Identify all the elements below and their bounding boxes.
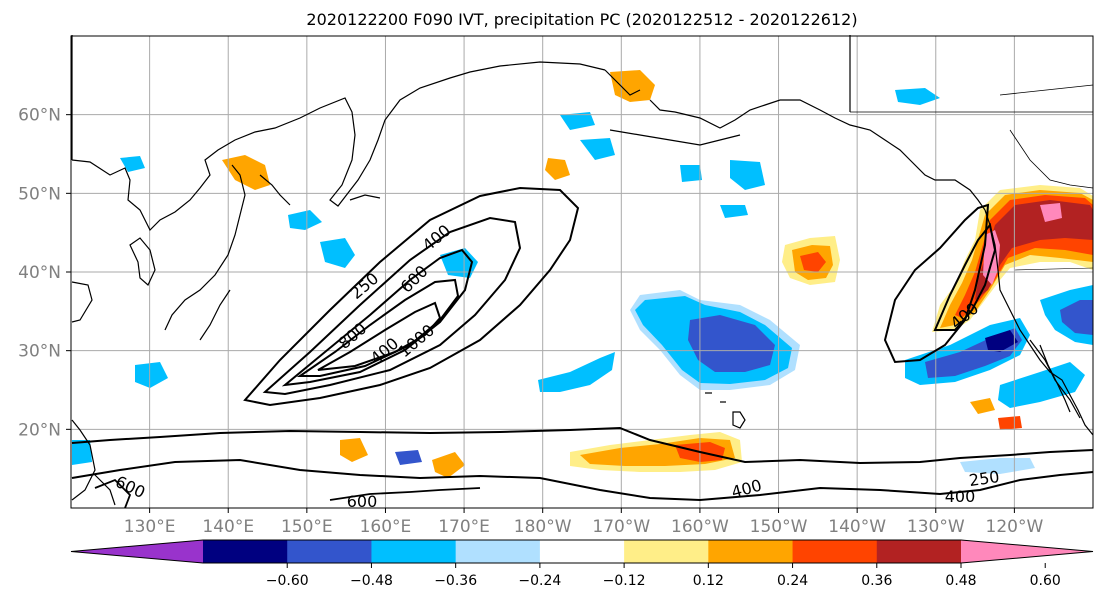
map-title: 2020122200 F090 IVT, precipitation PC (2… [306,10,857,29]
colorbar-tick-label: −0.48 [350,573,393,589]
shade-pos-westcoast-pink2 [1040,203,1062,222]
colorbar-tick-label: 0.48 [945,573,976,589]
shade-neg-north-5 [730,160,765,190]
shade-pos-south-left2 [432,452,465,478]
contour-600-west [281,248,474,387]
colorbar-tick-label: −0.36 [434,573,477,589]
colorbar-extend-high [961,540,1093,563]
lat-tick-label: 60°N [18,106,61,126]
lon-tick-label: 180°W [514,517,572,537]
shade-neg-north-1 [560,112,595,130]
contour-south-band-bot [71,458,1094,502]
lon-tick-label: 170°E [438,517,490,537]
shade-pos-mid-core [800,252,826,272]
contour-labels: 250 400 600 800 1000 400 600 400 250 600… [112,221,1000,511]
shade-neg-east-3 [998,362,1085,408]
shade-neg-alaska [895,88,940,105]
colorbar-tick-label: 0.60 [1030,573,1061,589]
contour-800-west [296,278,460,377]
shade-neg-se-1 [960,458,1035,474]
shade-pos-westcoast-darkred [975,200,1093,300]
colorbar: −0.60 −0.48 −0.36 −0.24 −0.12 0.12 0.24 0.36 0.4… [70,539,1094,589]
contour-south-600-center [329,487,481,501]
colorbar-segment [876,540,962,563]
shade-neg-north-3 [680,165,702,182]
shade-pos-japan-north [222,155,270,190]
shade-neg-north-2 [580,138,615,160]
colorbar-segment [624,540,709,563]
colorbar-segment [371,540,457,563]
shade-pos-nw [545,158,570,180]
colorbar-tick-label: −0.60 [266,573,309,589]
shade-neg-west-1 [320,238,355,268]
colorbar-tick-label: −0.12 [603,573,646,589]
colorbar-tick-label: 0.24 [777,573,808,589]
shade-pos-south-left [340,438,368,462]
longitude-ticks: 130°E 140°E 150°E 160°E 170°E 180°W 170°W 160°W… [124,508,1044,537]
contour-label-south-400: 400 [729,476,763,502]
colorbar-extend-low [71,540,203,563]
colorbar-tick-label: 0.36 [861,573,892,589]
shade-neg-left-band [538,352,615,392]
shade-neg-south-1 [395,450,422,465]
contour-east-250 [883,203,990,364]
colorbar-segment [203,540,288,563]
lat-tick-label: 20°N [18,420,61,440]
shade-neg-west-4 [135,362,168,388]
contour-label-south-600: 600 [347,492,378,511]
colorbar-segment [455,540,541,563]
contour-label-se-250: 250 [968,467,1001,490]
lon-tick-label: 150°E [281,517,333,537]
contour-east-400 [933,222,997,331]
lon-tick-label: 140°E [202,517,254,537]
colorbar-segment [287,540,372,563]
shade-neg-north-4 [720,205,748,218]
colorbar-tick-label: −0.24 [518,573,561,589]
shade-neg-east-4b [1060,300,1093,335]
lat-tick-label: 30°N [18,342,61,362]
contour-250-west [243,186,580,407]
colorbar-outline [70,539,1094,564]
lat-tick-label: 50°N [18,184,61,204]
shade-neg-west-3 [288,210,322,230]
colorbar-tick-label: 0.12 [693,573,724,589]
colorbar-segment [539,540,625,563]
shade-neg-sw [72,440,92,465]
contour-label-se-400: 400 [945,487,976,506]
shade-pos-okhotsk [610,70,655,102]
contour-south-inner [94,478,132,509]
coastlines [71,35,1094,506]
latitude-ticks: 20°N 30°N 40°N 50°N 60°N [18,106,71,440]
lat-tick-label: 40°N [18,263,61,283]
shade-neg-west-5 [120,156,145,172]
precipitation-shading [72,70,1093,478]
contour-400-west [262,216,522,396]
shade-neg-central-mid [688,315,775,372]
shade-pos-east-1 [970,398,995,414]
lon-tick-label: 130°W [907,517,965,537]
lon-tick-label: 160°E [360,517,412,537]
lon-tick-label: 130°E [124,517,176,537]
shade-pos-westcoast-pink [983,230,1000,285]
contour-label-250: 250 [347,269,383,303]
ivt-contours [71,186,1094,509]
contour-label-sw-600: 600 [112,472,148,502]
lon-tick-label: 120°W [986,517,1044,537]
colorbar-segment [792,540,878,563]
contour-1000-west [317,301,442,371]
contour-south-band-top [71,426,1094,465]
shade-pos-east-2 [998,416,1022,430]
lon-tick-label: 170°W [592,517,650,537]
shade-neg-east-core [985,330,1018,352]
colorbar-segment [708,540,794,563]
lon-tick-label: 160°W [671,517,729,537]
lon-tick-label: 150°W [750,517,808,537]
lon-tick-label: 140°W [828,517,886,537]
map-gridlines [71,36,1093,508]
